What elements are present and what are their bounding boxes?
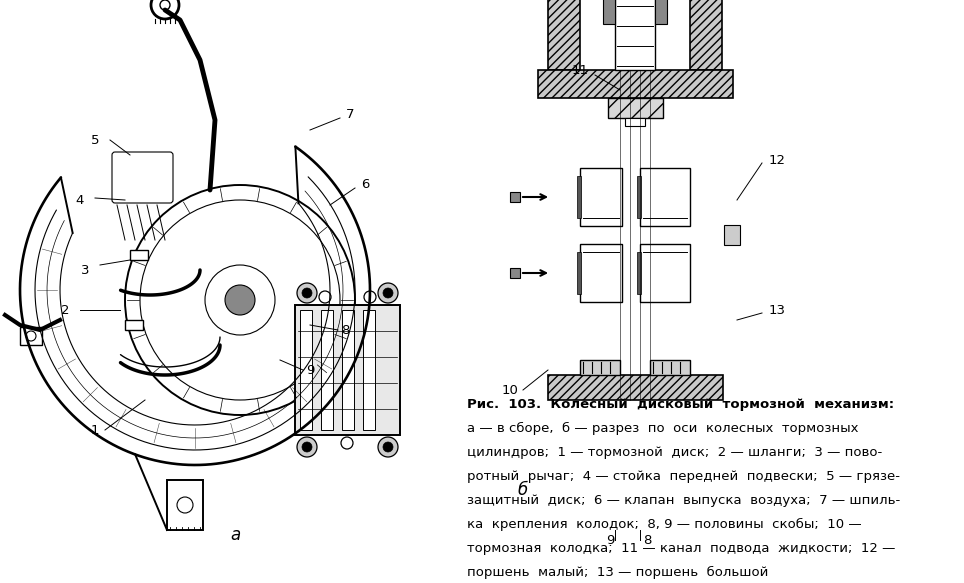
Bar (577, 252, 581, 294)
Text: 12: 12 (768, 153, 786, 167)
Text: 4: 4 (76, 194, 84, 206)
Circle shape (225, 285, 255, 315)
Bar (724, 225, 740, 245)
Text: 8: 8 (643, 533, 652, 546)
Circle shape (297, 283, 317, 303)
Bar (637, 252, 641, 294)
Bar (580, 244, 622, 302)
Bar (608, 98, 663, 118)
Text: 6: 6 (361, 178, 369, 191)
Circle shape (302, 442, 312, 452)
Bar (577, 176, 581, 218)
FancyBboxPatch shape (295, 305, 400, 435)
Circle shape (302, 288, 312, 298)
Text: 7: 7 (346, 108, 354, 121)
Circle shape (205, 265, 275, 335)
Text: ротный  рычаг;  4 — стойка  передней  подвески;  5 — грязе-: ротный рычаг; 4 — стойка передней подвес… (467, 470, 900, 483)
Circle shape (383, 288, 393, 298)
Text: а: а (229, 526, 240, 544)
Text: 13: 13 (768, 304, 786, 317)
Bar (640, 168, 690, 226)
Bar (603, 0, 615, 24)
Bar (580, 168, 622, 226)
Bar (655, 0, 667, 24)
Circle shape (26, 331, 36, 341)
Circle shape (378, 283, 398, 303)
Circle shape (177, 497, 193, 513)
Text: 8: 8 (341, 324, 349, 336)
Text: 5: 5 (91, 134, 99, 146)
Circle shape (125, 185, 355, 415)
Text: Рис.  103.  Колесный  дисковый  тормозной  механизм:: Рис. 103. Колесный дисковый тормозной ме… (467, 398, 895, 411)
Text: б: б (518, 481, 528, 499)
Bar (650, 360, 690, 375)
Text: тормозная  колодка;  11 — канал  подвода  жидкости;  12 —: тормозная колодка; 11 — канал подвода жи… (467, 542, 896, 555)
Circle shape (319, 291, 331, 303)
Bar (538, 70, 733, 98)
Circle shape (378, 437, 398, 457)
Text: поршень  малый;  13 — поршень  большой: поршень малый; 13 — поршень большой (467, 566, 768, 579)
Text: 1: 1 (91, 423, 99, 437)
Bar (690, 0, 722, 70)
Bar (510, 192, 520, 202)
Bar (167, 480, 203, 530)
Bar (625, 118, 645, 126)
Bar (640, 244, 690, 302)
Bar (130, 250, 148, 260)
Bar (548, 0, 580, 70)
Bar (125, 320, 143, 330)
Text: 9: 9 (605, 533, 614, 546)
Circle shape (364, 291, 376, 303)
Text: 3: 3 (81, 264, 90, 276)
Circle shape (140, 200, 340, 400)
Text: защитный  диск;  6 — клапан  выпуска  воздуха;  7 — шпиль-: защитный диск; 6 — клапан выпуска воздух… (467, 494, 900, 507)
Bar (580, 360, 620, 375)
Text: 2: 2 (61, 304, 69, 317)
Circle shape (151, 0, 179, 19)
Text: 11: 11 (572, 64, 588, 76)
Bar (362, 310, 374, 430)
Circle shape (341, 437, 353, 449)
Circle shape (160, 0, 170, 10)
Text: 9: 9 (306, 363, 314, 377)
Bar (637, 176, 641, 218)
Text: ка  крепления  колодок;  8, 9 — половины  скобы;  10 —: ка крепления колодок; 8, 9 — половины ск… (467, 518, 862, 531)
Bar (615, 0, 655, 70)
Bar (548, 375, 723, 400)
Circle shape (383, 442, 393, 452)
Text: а — в сборе,  б — разрез  по  оси  колесных  тормозных: а — в сборе, б — разрез по оси колесных … (467, 422, 859, 435)
Text: цилиндров;  1 — тормозной  диск;  2 — шланги;  3 — пово-: цилиндров; 1 — тормозной диск; 2 — шланг… (467, 446, 882, 459)
Text: 10: 10 (501, 384, 519, 396)
Bar (300, 310, 311, 430)
Circle shape (297, 437, 317, 457)
Bar (510, 268, 520, 278)
Bar (341, 310, 354, 430)
Bar (320, 310, 333, 430)
Bar (20, 327, 42, 345)
FancyBboxPatch shape (112, 152, 173, 203)
